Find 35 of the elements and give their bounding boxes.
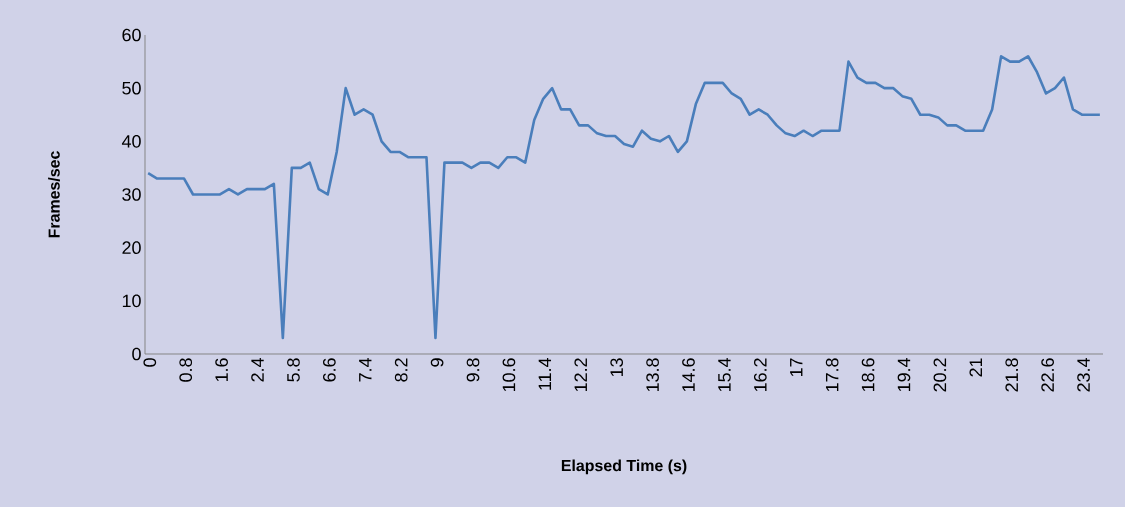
x-tick-label: 0.8 <box>179 358 193 382</box>
x-tick-label: 1.6 <box>215 358 228 382</box>
x-tick-label: 9 <box>430 358 444 367</box>
y-tick-label: 30 <box>122 188 141 201</box>
x-tick-label: 21 <box>969 358 982 377</box>
x-tick-label: 0 <box>143 358 157 367</box>
y-tick-label: 10 <box>122 294 141 308</box>
x-tick-label: 20.2 <box>933 358 947 392</box>
x-tick-label: 15.4 <box>718 358 731 392</box>
y-tick-label: 60 <box>122 28 141 42</box>
x-tick-label: 13 <box>610 358 624 377</box>
x-tick-label: 14.6 <box>682 358 695 392</box>
y-axis-title: Frames/sec <box>48 151 60 238</box>
x-tick-label: 19.4 <box>897 358 911 392</box>
x-tick-label: 12.2 <box>574 358 587 392</box>
x-tick-label: 21.8 <box>1005 358 1019 392</box>
x-tick-label: 2.4 <box>251 358 264 382</box>
x-tick-label: 16.2 <box>753 358 767 392</box>
x-tick-label: 7.4 <box>359 358 372 382</box>
x-tick-label: 9.8 <box>466 358 480 382</box>
y-tick-label: 40 <box>121 134 141 148</box>
y-tick-label: 50 <box>122 81 141 95</box>
x-tick-label: 8.2 <box>394 358 408 382</box>
x-tick-label: 17 <box>790 358 803 377</box>
y-tick-label: 20 <box>122 241 141 254</box>
x-tick-label: 6.6 <box>323 358 336 382</box>
x-tick-label: 22.6 <box>1041 358 1054 392</box>
x-tick-label: 5.8 <box>287 358 300 382</box>
x-tick-label: 11.4 <box>538 358 552 390</box>
x-tick-label: 17.8 <box>825 358 839 392</box>
x-tick-label: 10.6 <box>502 358 516 392</box>
x-axis-title: Elapsed Time (s) <box>561 459 687 475</box>
x-tick-label: 13.8 <box>646 358 659 392</box>
x-tick-label: 23.4 <box>1077 358 1090 392</box>
x-tick-label: 18.6 <box>861 358 875 392</box>
